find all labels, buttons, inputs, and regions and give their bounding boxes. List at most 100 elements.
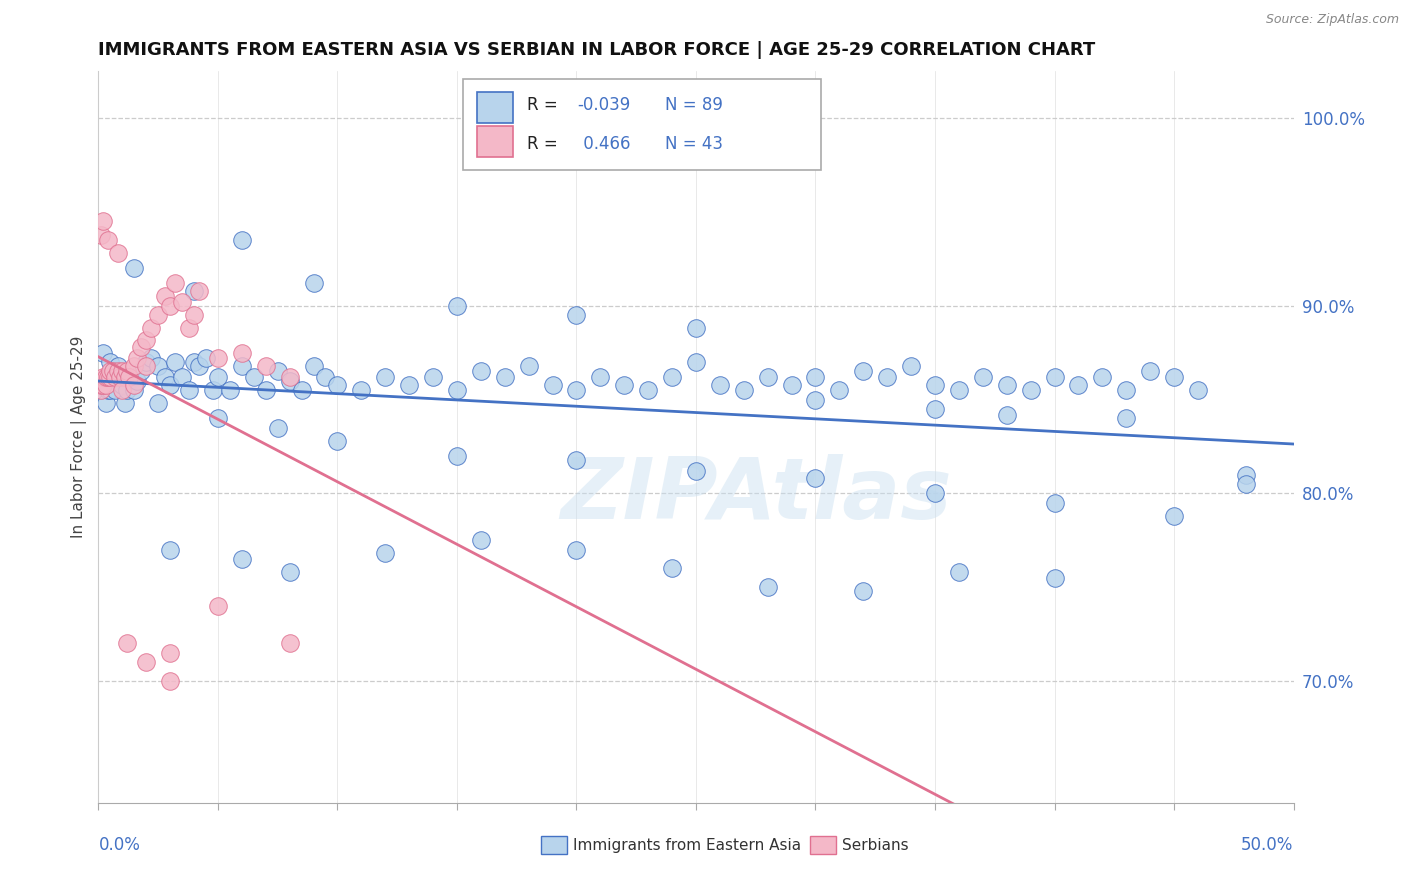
Point: [374, 546, 396, 560]
Point: [179, 321, 201, 335]
Text: 0.0%: 0.0%: [98, 836, 141, 854]
Point: [104, 370, 127, 384]
Point: [685, 321, 707, 335]
Text: N = 89: N = 89: [665, 96, 723, 114]
Point: [207, 411, 229, 425]
Point: [111, 383, 134, 397]
Point: [114, 370, 136, 384]
Point: [124, 383, 146, 397]
Point: [446, 449, 468, 463]
Point: [159, 646, 181, 660]
Point: [187, 359, 209, 373]
Point: [107, 359, 129, 373]
Point: [1163, 370, 1185, 384]
Point: [163, 277, 186, 291]
Point: [948, 383, 970, 397]
Point: [124, 261, 146, 276]
Point: [995, 377, 1018, 392]
Point: [446, 299, 468, 313]
Point: [115, 364, 138, 378]
Point: [207, 599, 229, 613]
Point: [374, 370, 396, 384]
Point: [91, 370, 114, 384]
Point: [924, 377, 946, 392]
Text: Serbians: Serbians: [842, 838, 908, 853]
Point: [107, 246, 129, 260]
Point: [267, 420, 290, 434]
Point: [91, 345, 114, 359]
Point: [183, 284, 205, 298]
Point: [1139, 364, 1161, 378]
Point: [231, 359, 253, 373]
Point: [637, 383, 659, 397]
Point: [118, 370, 141, 384]
Point: [108, 370, 131, 384]
Point: [278, 374, 301, 388]
Text: Immigrants from Eastern Asia: Immigrants from Eastern Asia: [572, 838, 801, 853]
Point: [565, 383, 588, 397]
Point: [111, 377, 134, 392]
Point: [139, 351, 162, 366]
Point: [90, 377, 112, 392]
Point: [98, 364, 122, 378]
Point: [243, 370, 266, 384]
Point: [254, 383, 277, 397]
Point: [350, 383, 373, 397]
Point: [131, 364, 153, 378]
FancyBboxPatch shape: [463, 78, 821, 170]
Point: [685, 355, 707, 369]
Point: [900, 359, 922, 373]
Point: [231, 552, 253, 566]
Point: [202, 383, 225, 397]
Point: [756, 580, 779, 594]
Point: [172, 295, 194, 310]
Point: [398, 377, 420, 392]
Point: [804, 370, 827, 384]
Point: [470, 533, 492, 548]
Point: [135, 359, 157, 373]
Point: [948, 565, 970, 579]
Point: [828, 383, 851, 397]
Point: [94, 396, 117, 410]
Point: [135, 355, 157, 369]
Point: [565, 452, 588, 467]
Point: [972, 370, 994, 384]
Y-axis label: In Labor Force | Age 25-29: In Labor Force | Age 25-29: [72, 336, 87, 538]
Point: [291, 383, 314, 397]
Point: [876, 370, 898, 384]
Point: [98, 370, 122, 384]
Point: [111, 364, 134, 378]
Point: [104, 383, 127, 397]
Point: [135, 655, 157, 669]
Point: [101, 364, 124, 378]
Point: [179, 383, 201, 397]
FancyBboxPatch shape: [810, 836, 835, 854]
Point: [422, 370, 444, 384]
Point: [231, 233, 253, 247]
Point: [470, 364, 492, 378]
Point: [183, 355, 205, 369]
Point: [1043, 496, 1066, 510]
Point: [125, 351, 148, 366]
Point: [1234, 477, 1257, 491]
Point: [97, 370, 120, 384]
Point: [155, 289, 177, 303]
Point: [148, 308, 170, 322]
FancyBboxPatch shape: [477, 92, 513, 122]
Point: [661, 561, 683, 575]
Point: [924, 486, 946, 500]
Point: [494, 370, 516, 384]
Point: [172, 370, 194, 384]
Text: IMMIGRANTS FROM EASTERN ASIA VS SERBIAN IN LABOR FORCE | AGE 25-29 CORRELATION C: IMMIGRANTS FROM EASTERN ASIA VS SERBIAN …: [98, 41, 1095, 59]
Point: [94, 377, 117, 392]
Point: [1115, 411, 1137, 425]
Point: [1187, 383, 1209, 397]
Point: [118, 370, 141, 384]
Point: [148, 359, 170, 373]
Point: [155, 370, 177, 384]
Point: [1234, 467, 1257, 482]
Point: [326, 434, 349, 448]
Point: [589, 370, 612, 384]
Point: [101, 364, 124, 378]
Text: R =: R =: [527, 96, 558, 114]
